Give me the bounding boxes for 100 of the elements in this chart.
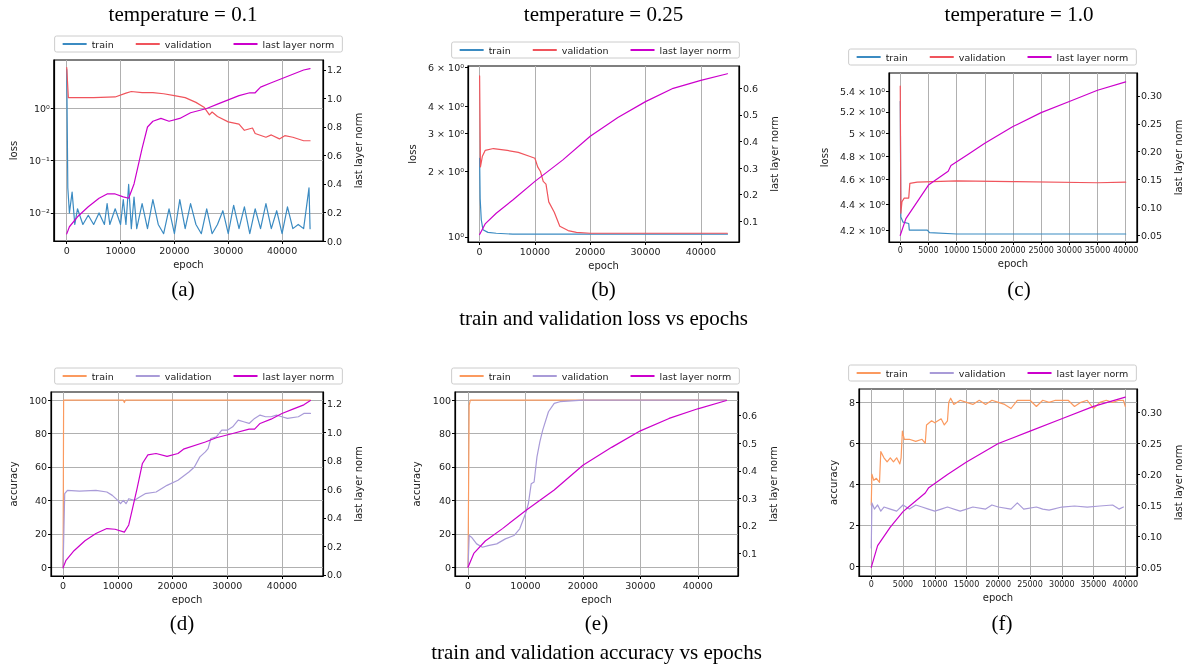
y-tick-label: 4.8 × 10⁰: [839, 150, 886, 162]
x-tick-label: 30000: [212, 579, 243, 591]
y2-tick-label: 0.1: [743, 215, 759, 227]
y-tick-label: 6: [848, 437, 855, 449]
x-tick-label: 10000: [519, 245, 551, 257]
y2-tick-label: 0.15: [1140, 174, 1163, 186]
y-tick-label: 0: [444, 561, 451, 573]
y-tick-label: 4.6 × 10⁰: [839, 174, 886, 186]
y2-tick-label: 0.05: [1140, 229, 1163, 241]
y2-tick-label: 0.2: [743, 189, 759, 201]
y-axis-title: accuracy: [7, 461, 19, 507]
y2-tick-label: 0.8: [327, 455, 343, 467]
y2-tick-label: 0.4: [743, 136, 759, 147]
y-tick-label: 80: [438, 427, 451, 439]
y2-tick-label: 0.3: [742, 492, 758, 504]
y-tick-label: 60: [438, 461, 451, 473]
legend-label: train: [488, 370, 511, 382]
y-tick-label: 2 × 10⁰: [428, 165, 465, 177]
y-tick-label: 4.2 × 10⁰: [839, 224, 886, 236]
y2-tick-label: 0.8: [327, 121, 343, 133]
y2-tick-label: 0.20: [1140, 146, 1163, 158]
y2-tick-label: 0.6: [327, 149, 343, 161]
x-tick-label: 20000: [1000, 245, 1026, 255]
legend-label: validation: [164, 38, 212, 50]
y2-tick-label: 1.0: [327, 426, 343, 438]
y-tick-label: 3 × 10⁰: [428, 127, 465, 139]
legend-label: validation: [958, 367, 1006, 379]
y2-tick-label: 0.30: [1140, 90, 1163, 102]
y-tick-label: 100: [28, 394, 48, 406]
x-tick-label: 25000: [1028, 245, 1054, 255]
y2-tick-label: 0.15: [1140, 499, 1163, 511]
y2-axis-title: last layer norm: [352, 446, 364, 522]
y-tick-label: 10⁻²: [28, 207, 50, 219]
x-tick-label: 25000: [1017, 579, 1043, 589]
x-axis-title: epoch: [982, 592, 1014, 604]
x-axis-title: epoch: [173, 259, 204, 271]
y2-tick-label: 0.6: [742, 410, 758, 422]
legend-label: validation: [958, 51, 1006, 63]
legend-label: train: [885, 367, 908, 379]
x-tick-label: 40000: [266, 244, 298, 256]
x-tick-label: 30000: [630, 245, 661, 257]
x-tick-label: 0: [897, 245, 903, 255]
text: train and validation loss vs epochs: [459, 306, 748, 331]
legend-label: validation: [164, 370, 212, 382]
y-tick-label: 0: [40, 561, 48, 573]
x-tick-label: 20000: [575, 245, 606, 257]
y2-tick-label: 0.5: [743, 109, 759, 121]
x-tick-label: 40000: [266, 579, 298, 591]
y-tick-label: 0: [848, 561, 855, 573]
y2-tick-label: 0.0: [327, 235, 343, 247]
legend-label: last layer norm: [659, 370, 732, 382]
x-tick-label: 0: [60, 579, 67, 591]
x-tick-label: 10000: [105, 244, 136, 256]
y-axis-title: loss: [818, 147, 830, 168]
y2-tick-label: 0.6: [743, 82, 759, 94]
y2-tick-label: 0.20: [1140, 468, 1163, 480]
y2-axis-title: last layer norm: [768, 116, 780, 192]
chart-title: temperature = 1.0: [944, 2, 1094, 27]
legend-label: train: [885, 51, 908, 63]
x-tick-label: 0: [63, 244, 70, 256]
y-tick-label: 10⁰: [33, 102, 50, 114]
y-tick-label: 6 × 10⁰: [428, 62, 465, 74]
y2-tick-label: 0.10: [1140, 530, 1163, 542]
y-tick-label: 60: [34, 461, 48, 473]
chart-title: temperature = 0.1: [108, 2, 258, 27]
x-tick-label: 35000: [1084, 245, 1111, 255]
x-axis-title: epoch: [997, 258, 1029, 270]
legend-label: last layer norm: [262, 370, 335, 382]
y2-tick-label: 0.2: [742, 520, 758, 532]
legend-label: last layer norm: [1056, 367, 1129, 379]
x-axis-title: epoch: [588, 260, 619, 272]
y2-tick-label: 0.4: [742, 465, 758, 477]
x-tick-label: 5000: [892, 579, 914, 589]
legend-label: train: [488, 44, 511, 56]
x-tick-label: 10000: [943, 245, 970, 255]
y2-tick-label: 1.0: [327, 92, 343, 104]
y-tick-label: 80: [34, 427, 48, 439]
y-tick-label: 2: [848, 520, 855, 531]
y-tick-label: 5.2 × 10⁰: [839, 106, 886, 118]
text: (b): [591, 277, 616, 302]
y-tick-label: 40: [438, 494, 451, 506]
y-tick-label: 4 × 10⁰: [428, 100, 465, 112]
y-tick-label: 5.4 × 10⁰: [839, 85, 886, 97]
line-series: [899, 85, 1127, 214]
x-tick-label: 20000: [157, 579, 188, 591]
y2-tick-label: 0.25: [1140, 118, 1163, 130]
y2-tick-label: 0.10: [1140, 201, 1163, 213]
y2-tick-label: 0.4: [327, 512, 343, 524]
text: (a): [171, 277, 195, 302]
y-tick-label: 10⁻¹: [28, 155, 50, 167]
x-tick-label: 20000: [567, 579, 599, 591]
line-series: [870, 396, 1126, 568]
y2-tick-label: 1.2: [327, 397, 343, 409]
x-tick-label: 15000: [953, 579, 980, 589]
y2-axis-title: last layer norm: [352, 112, 364, 189]
y2-tick-label: 0.6: [327, 483, 343, 495]
y2-tick-label: 0.2: [327, 207, 343, 218]
x-tick-label: 0: [868, 579, 874, 589]
y-tick-label: 5 × 10⁰: [849, 128, 886, 140]
y2-axis-title: last layer norm: [1172, 444, 1184, 521]
